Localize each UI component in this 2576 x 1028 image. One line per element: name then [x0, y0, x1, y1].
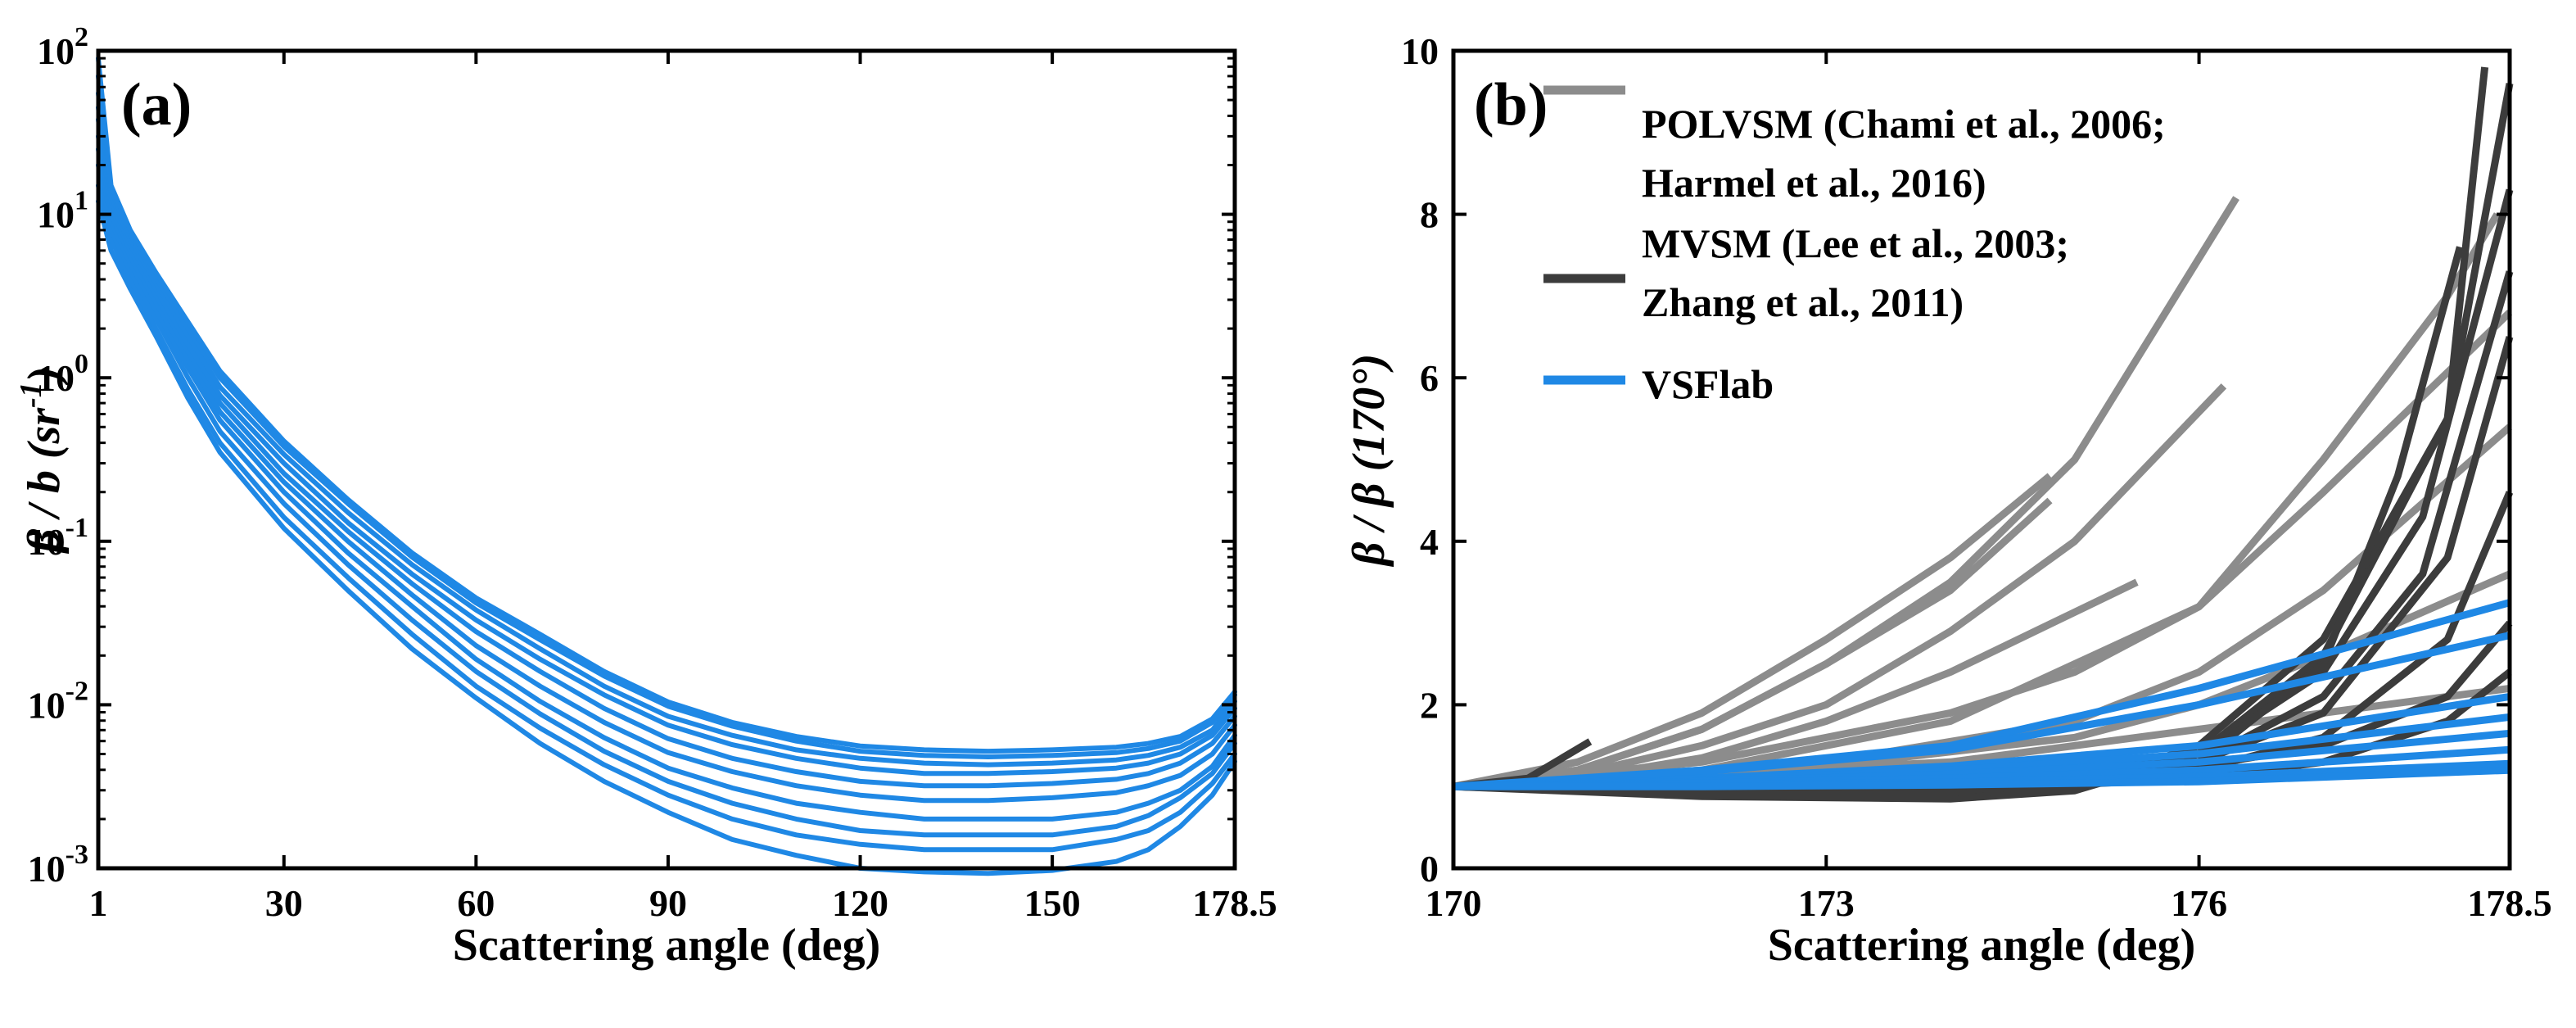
panel-a-y-tick-base: 10 [37, 357, 75, 399]
panel-a-x-tick-label: 60 [457, 882, 495, 924]
panel-a-y-tick-base: 10 [37, 194, 75, 236]
panel-b-group-1-line-3 [1453, 196, 2239, 790]
panel-a-y-tick-label: 10-1 [28, 513, 88, 563]
panel-a-x-tick-label: 120 [832, 882, 888, 924]
panel-b-y-tick-label: 8 [1420, 194, 1439, 236]
panel-a-series-line-1 [96, 198, 1237, 876]
panel-a-series-line-2 [96, 183, 1237, 853]
panel-a-series-line-5 [96, 134, 1237, 804]
panel-a-y-tick-label: 10-2 [28, 676, 88, 726]
panel-a-series-line-8 [96, 90, 1237, 768]
panel-a-series-line-10 [96, 56, 1237, 754]
panel-b-legend: POLVSM (Chami et al., 2006; Harmel et al.… [1543, 85, 2166, 407]
panel-a-series-line-4 [96, 147, 1237, 822]
panel-a-label: (a) [121, 71, 192, 138]
panel-a-x-tick-label: 150 [1024, 882, 1081, 924]
panel-a-y-tick-base: 10 [28, 684, 66, 726]
panel-a-y-axis-label: β / b (sr-1) [14, 367, 70, 555]
panel-a-y-tick-label: 100 [37, 349, 88, 399]
panel-b-x-tick-label: 178.5 [2467, 882, 2552, 924]
panel-a: 1 30 60 90 120 150 178.510-310-210-1100101102 … [14, 22, 1277, 971]
panel-a-y-tick-base: 10 [28, 521, 66, 563]
panel-a-y-label-close: ) [19, 367, 70, 387]
panel-a-y-tick-label: 10-3 [28, 840, 88, 890]
panel-b-x-tick-label: 176 [2171, 882, 2227, 924]
panel-a-series-line-9 [96, 73, 1237, 759]
panel-a-y-tick-base: 10 [28, 848, 66, 890]
panel-a-x-axis-label: Scattering angle (deg) [453, 920, 881, 971]
panel-b: 170 173 176 178.5 0 2 4 6 8 10 (b) Scattering ang… [1344, 30, 2552, 971]
panel-b-group-3-line-2 [1453, 632, 2510, 790]
panel-b-y-tick-label: 2 [1420, 684, 1439, 726]
panel-a-y-label-unit: (sr [19, 407, 70, 459]
panel-b-y-tick-label: 10 [1401, 30, 1439, 72]
panel-a-y-tick-base: 10 [37, 30, 75, 72]
panel-a-y-tick-exponent: 2 [75, 22, 88, 52]
panel-a-x-tick-label: 178.5 [1192, 882, 1277, 924]
panel-b-label: (b) [1474, 71, 1548, 138]
panel-a-y-label-exponent: -1 [14, 382, 48, 408]
legend-text-1-line-2: Harmel et al., 2016) [1642, 160, 1986, 206]
panel-a-y-tick-label: 102 [37, 22, 88, 72]
panel-a-y-tick-exponent: 1 [75, 186, 88, 216]
legend-text-2-line-1: MVSM (Lee et al., 2003; [1642, 220, 2069, 266]
panel-a-x-tick-label: 30 [265, 882, 303, 924]
panel-a-y-tick-label: 101 [37, 186, 88, 236]
legend-text-2-line-2: Zhang et al., 2011) [1642, 279, 1964, 325]
panel-b-ticks: 170 173 176 178.5 0 2 4 6 8 10 [1401, 30, 2552, 924]
panel-b-y-tick-label: 6 [1420, 357, 1439, 399]
panel-b-x-axis-label: Scattering angle (deg) [1768, 920, 2196, 971]
panel-a-x-tick-label: 1 [89, 882, 108, 924]
panel-a-series-group [96, 56, 1237, 876]
panel-a-x-tick-label: 90 [649, 882, 687, 924]
panel-a-y-tick-exponent: 0 [75, 349, 88, 379]
panel-b-y-tick-label: 0 [1420, 848, 1439, 890]
panel-b-series-group [1453, 66, 2514, 803]
panel-a-series-line-6 [96, 116, 1237, 789]
panel-a-series-line-7 [96, 105, 1237, 777]
legend-text-1-line-1: POLVSM (Chami et al., 2006; [1642, 101, 2166, 147]
panel-a-series-line-3 [96, 162, 1237, 838]
panel-b-group-1-line-6 [1453, 310, 2513, 790]
panel-b-group-3-line-8 [1453, 766, 2510, 790]
panel-b-y-axis-label: β / β (170°) [1344, 354, 1394, 568]
panel-b-x-tick-label: 173 [1798, 882, 1855, 924]
panel-b-group-1-line-10 [1453, 684, 2510, 790]
panel-a-y-tick-exponent: -3 [66, 840, 88, 870]
panel-b-group-1-line-1 [1453, 473, 2053, 790]
panel-b-axes-frame [1451, 48, 2512, 871]
panel-a-y-tick-exponent: -1 [66, 513, 88, 543]
panel-a-y-label-base: β / b [19, 459, 70, 554]
panel-b-x-tick-label: 170 [1426, 882, 1482, 924]
panel-a-y-tick-exponent: -2 [66, 676, 88, 706]
panel-b-y-tick-label: 4 [1420, 521, 1439, 563]
legend-text-3-line-1: VSFlab [1642, 361, 1774, 407]
